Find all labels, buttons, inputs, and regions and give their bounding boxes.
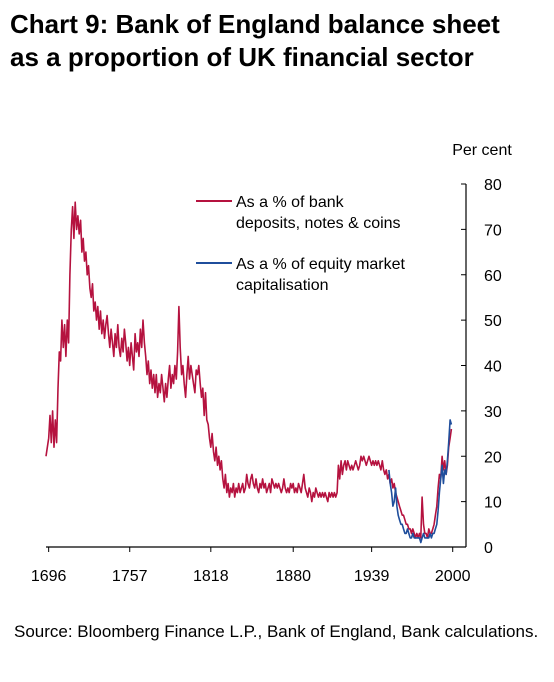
- source-note: Source: Bloomberg Finance L.P., Bank of …: [14, 622, 539, 641]
- x-tick-label: 1818: [193, 568, 229, 585]
- y-axis: 0 10 20 30 40 50 60 70 80: [461, 177, 502, 557]
- chart-title: Chart 9: Bank of England balance sheet a…: [10, 8, 550, 74]
- title-line-2: as a proportion of UK financial sector: [10, 42, 474, 72]
- y-tick-label: 50: [484, 313, 502, 330]
- y-tick-label: 80: [484, 177, 502, 194]
- y-tick-label: 10: [484, 495, 502, 512]
- x-tick-label: 1880: [275, 568, 311, 585]
- x-tick-label: 1939: [354, 568, 390, 585]
- y-tick-label: 0: [484, 540, 493, 557]
- y-unit-label: Per cent: [452, 142, 512, 159]
- y-tick-label: 20: [484, 449, 502, 466]
- legend-label-deposits-line1: As a % of bank: [236, 194, 345, 211]
- series-line-equity: [388, 419, 453, 544]
- legend: As a % of bank deposits, notes & coins A…: [196, 194, 406, 294]
- x-axis: 1696 1757 1818 1880 1939 2000: [31, 546, 471, 585]
- legend-label-equity-line2: capitalisation: [236, 277, 329, 294]
- legend-label-deposits-line2: deposits, notes & coins: [236, 215, 401, 232]
- y-tick-label: 40: [484, 359, 502, 376]
- legend-item-equity: As a % of equity market capitalisation: [196, 256, 406, 294]
- legend-label-equity-line1: As a % of equity market: [236, 256, 406, 273]
- plot-lines: [45, 201, 453, 544]
- y-tick-label: 60: [484, 268, 502, 285]
- chart-area: Per cent 1696 1757 1818 1880 1939 2000 0 10 20 3…: [31, 142, 512, 585]
- legend-item-deposits: As a % of bank deposits, notes & coins: [196, 194, 401, 232]
- y-tick-label: 30: [484, 404, 502, 421]
- x-tick-label: 2000: [435, 568, 471, 585]
- x-tick-label: 1696: [31, 568, 67, 585]
- y-tick-label: 70: [484, 222, 502, 239]
- title-line-1: Chart 9: Bank of England balance sheet: [10, 9, 500, 39]
- x-tick-label: 1757: [112, 568, 148, 585]
- series-line-deposits: [45, 201, 453, 539]
